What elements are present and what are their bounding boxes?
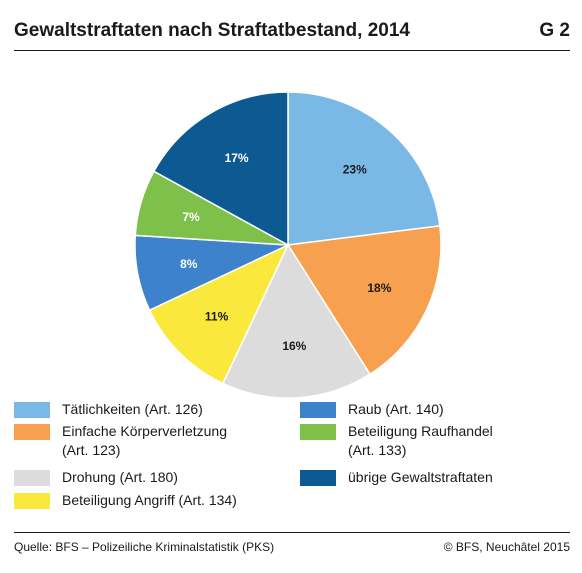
legend-item-4: Beteiligung Angriff (Art. 134) [14,491,237,510]
legend-swatch [14,424,50,440]
legend-item-3: Drohung (Art. 180) [14,468,178,487]
source-note: Quelle: BFS – Polizeiliche Kriminalstati… [14,540,275,554]
slice-label-5: 8% [180,257,198,271]
legend-label: Einfache Körperverletzung (Art. 123) [62,423,227,458]
legend-swatch [300,402,336,418]
slice-label-4: 11% [205,309,229,323]
legend-item-7: übrige Gewaltstraftaten [300,468,493,487]
legend-label: Raub (Art. 140) [348,401,444,417]
chart-header: Gewaltstraftaten nach Straftatbestand, 2… [14,20,570,50]
legend-item-5: Raub (Art. 140) [300,400,444,419]
slice-label-2: 18% [367,281,391,295]
legend-swatch [14,470,50,486]
pie-slice-3 [221,243,372,399]
legend-swatch [300,470,336,486]
legend-item-1: Tätlichkeiten (Art. 126) [14,400,203,419]
legend-swatch [300,424,336,440]
legend-label: Beteiligung Angriff (Art. 134) [62,492,237,508]
pie-slice-2 [286,224,442,376]
copyright-note: © BFS, Neuchâtel 2015 [443,540,570,554]
header-divider [14,50,570,51]
chart-title: Gewaltstraftaten nach Straftatbestand, 2… [14,20,410,41]
legend-item-2: Einfache Körperverletzung (Art. 123) [14,422,227,460]
legend-label: übrige Gewaltstraftaten [348,469,493,485]
legend-label: Beteiligung Raufhandel (Art. 133) [348,423,493,458]
legend-swatch [14,493,50,509]
footer-divider [14,532,570,533]
slice-label-1: 23% [343,162,367,176]
chart-legend: Tätlichkeiten (Art. 126) Einfache Körperv… [14,400,570,525]
slice-label-7: 17% [225,151,249,165]
slice-label-6: 7% [182,210,200,224]
figure-number: G 2 [539,20,570,41]
pie-chart: 23% 18% 16% 11% 8% 7% 17% [134,91,442,399]
legend-swatch [14,402,50,418]
pie-slice-1 [287,91,441,246]
legend-item-6: Beteiligung Raufhandel (Art. 133) [300,422,493,460]
pie-slice-4 [148,243,290,385]
legend-label: Tätlichkeiten (Art. 126) [62,401,203,417]
slice-label-3: 16% [282,339,306,353]
legend-label: Drohung (Art. 180) [62,469,178,485]
pie-slice-7 [152,91,289,247]
